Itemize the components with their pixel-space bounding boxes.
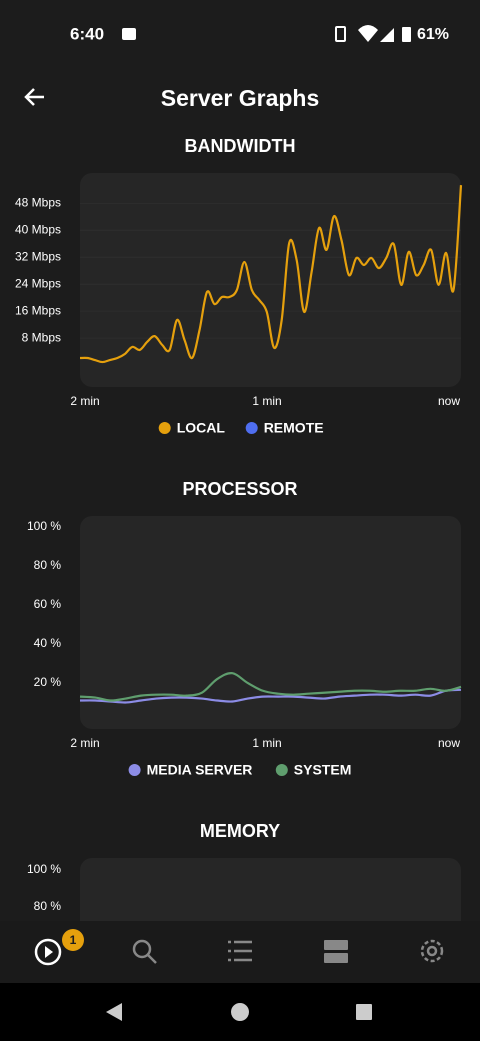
series-line <box>79 672 462 702</box>
legend-label: MEDIA SERVER <box>147 762 253 778</box>
system-home[interactable] <box>229 1001 251 1023</box>
y-tick-label: 40 Mbps <box>15 222 61 236</box>
nav-now-playing[interactable] <box>34 938 62 966</box>
legend-label: REMOTE <box>264 420 324 436</box>
page-title: Server Graphs <box>161 85 320 111</box>
series-line <box>79 688 462 704</box>
y-tick-label: 80 % <box>34 558 62 572</box>
nav-servers[interactable] <box>324 940 348 963</box>
y-tick-label: 40 % <box>34 636 62 650</box>
legend-swatch <box>245 422 258 434</box>
x-tick-label: 1 min <box>252 394 281 408</box>
x-tick-label: 2 min <box>70 394 99 408</box>
y-tick-label: 16 Mbps <box>15 303 61 317</box>
chart-title: BANDWIDTH <box>185 136 296 156</box>
y-tick-label: 80 % <box>34 899 62 913</box>
nav-settings[interactable] <box>420 939 444 963</box>
legend-label: LOCAL <box>177 420 226 436</box>
x-tick-label: 1 min <box>252 736 281 750</box>
legend-swatch <box>158 422 171 434</box>
y-tick-label: 20 % <box>34 675 62 689</box>
chart-title: PROCESSOR <box>182 479 297 499</box>
status-time: 6:40 <box>70 24 104 43</box>
x-tick-label: 2 min <box>70 736 99 750</box>
nav-queue[interactable] <box>228 940 252 962</box>
content: BANDWIDTH 8 Mbps 16 Mbps 24 Mbps 32 Mbps 40 M… <box>15 136 463 1041</box>
notification-icon <box>122 28 136 40</box>
y-tick-label: 100 % <box>27 519 61 533</box>
battery-level: 61% <box>417 26 449 43</box>
play-glyph <box>45 946 53 958</box>
signal-icon <box>380 28 394 42</box>
vibrate-icon <box>335 26 346 42</box>
battery-icon <box>402 27 411 42</box>
y-tick-label: 24 Mbps <box>15 276 61 290</box>
series-line <box>79 185 463 364</box>
plot-area <box>80 516 461 729</box>
wifi-icon <box>358 25 378 42</box>
x-tick-label: now <box>438 736 460 750</box>
badge <box>62 929 84 951</box>
back-button[interactable] <box>24 88 44 106</box>
system-recents[interactable] <box>356 1004 372 1020</box>
x-tick-label: now <box>438 394 460 408</box>
legend-label: SYSTEM <box>294 762 352 778</box>
system-back[interactable] <box>106 1003 122 1021</box>
y-tick-label: 100 % <box>27 862 61 876</box>
y-tick-label: 32 Mbps <box>15 249 61 263</box>
badge-count: 1 <box>70 933 77 947</box>
y-tick-label: 48 Mbps <box>15 196 61 210</box>
legend-swatch <box>275 764 288 776</box>
y-tick-label: 60 % <box>34 597 62 611</box>
chart-title: MEMORY <box>200 821 280 841</box>
nav-search[interactable] <box>132 939 157 964</box>
plot-area <box>80 173 461 387</box>
y-tick-label: 8 Mbps <box>22 330 61 344</box>
legend-swatch <box>128 764 141 776</box>
